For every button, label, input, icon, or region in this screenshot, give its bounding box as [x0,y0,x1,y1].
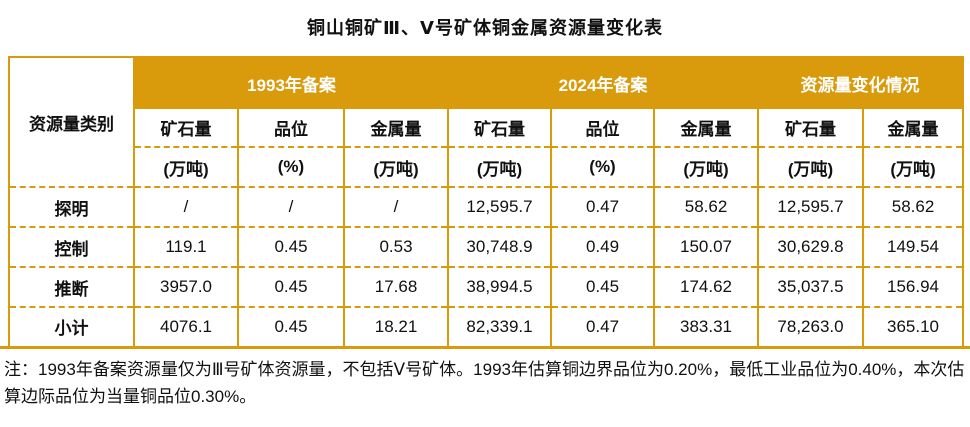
cell: 365.10 [862,307,965,347]
col-header-ore-change: 矿石量 [757,109,865,148]
corner-header-resource-category: 资源量类别 [9,57,135,188]
col-header-metal-1993: 金属量 [342,109,450,148]
col-header-metal-change: 金属量 [862,109,965,148]
col-header-grade-1993: 品位 [237,109,345,148]
group-header-2024: 2024年备案 [448,57,759,109]
row-label: 探明 [9,187,135,228]
col-header-ore-2024: 矿石量 [447,109,553,148]
col-unit-metal-1993: (万吨) [342,147,450,188]
cell: 383.31 [653,307,760,347]
cell: 0.47 [550,187,656,228]
group-header-1993: 1993年备案 [134,57,449,109]
cell: 0.53 [342,227,450,268]
table-row-xiaoji: 小计 4076.1 0.45 18.21 82,339.1 0.47 383.3… [9,307,965,347]
cell: / [237,187,345,228]
table-row-tuiduan: 推断 3957.0 0.45 17.68 38,994.5 0.45 174.6… [9,267,965,308]
cell: 0.49 [550,227,656,268]
cell: 12,595.7 [447,187,553,228]
cell: / [133,187,239,228]
col-unit-grade-1993: (%) [237,147,345,188]
row-label: 推断 [9,267,135,308]
cell: 4076.1 [133,307,239,347]
cell: 18.21 [342,307,450,347]
cell: 78,263.0 [757,307,865,347]
cell: 38,994.5 [447,267,553,308]
col-unit-ore-2024: (万吨) [447,147,553,188]
cell: 0.45 [550,267,656,308]
cell: / [342,187,450,228]
cell: 82,339.1 [447,307,553,347]
cell: 58.62 [653,187,760,228]
col-header-ore-1993: 矿石量 [133,109,239,148]
table-bottom-rule [0,345,970,349]
cell: 58.62 [862,187,965,228]
col-header-grade-2024: 品位 [550,109,656,148]
col-unit-ore-1993: (万吨) [133,147,239,188]
footnote: 注：1993年备案资源量仅为Ⅲ号矿体资源量，不包括Ⅴ号矿体。1993年估算铜边界… [4,359,965,407]
table-row-kongzhi: 控制 119.1 0.45 0.53 30,748.9 0.49 150.07 … [9,227,965,268]
cell: 3957.0 [133,267,239,308]
col-header-metal-2024: 金属量 [653,109,760,148]
col-unit-ore-change: (万吨) [757,147,865,188]
cell: 12,595.7 [757,187,865,228]
cell: 150.07 [653,227,760,268]
row-label: 小计 [9,307,135,347]
col-unit-metal-2024: (万吨) [653,147,760,188]
cell: 0.45 [237,267,345,308]
cell: 30,629.8 [757,227,865,268]
cell: 149.54 [862,227,965,268]
cell: 0.45 [237,307,345,347]
cell: 35,037.5 [757,267,865,308]
cell: 0.45 [237,227,345,268]
cell: 30,748.9 [447,227,553,268]
cell: 174.62 [653,267,760,308]
page-title: 铜山铜矿Ⅲ、Ⅴ号矿体铜金属资源量变化表 [307,18,663,38]
group-header-change: 资源量变化情况 [758,57,964,109]
cell: 156.94 [862,267,965,308]
cell: 17.68 [342,267,450,308]
row-label: 控制 [9,227,135,268]
cell: 0.47 [550,307,656,347]
resource-change-table: 资源量类别 1993年备案 2024年备案 资源量变化情况 矿石量 品位 金属量… [8,56,965,349]
col-unit-grade-2024: (%) [550,147,656,188]
col-unit-metal-change: (万吨) [862,147,965,188]
table-row-tanming: 探明 / / / 12,595.7 0.47 58.62 12,595.7 58… [9,187,965,228]
cell: 119.1 [133,227,239,268]
